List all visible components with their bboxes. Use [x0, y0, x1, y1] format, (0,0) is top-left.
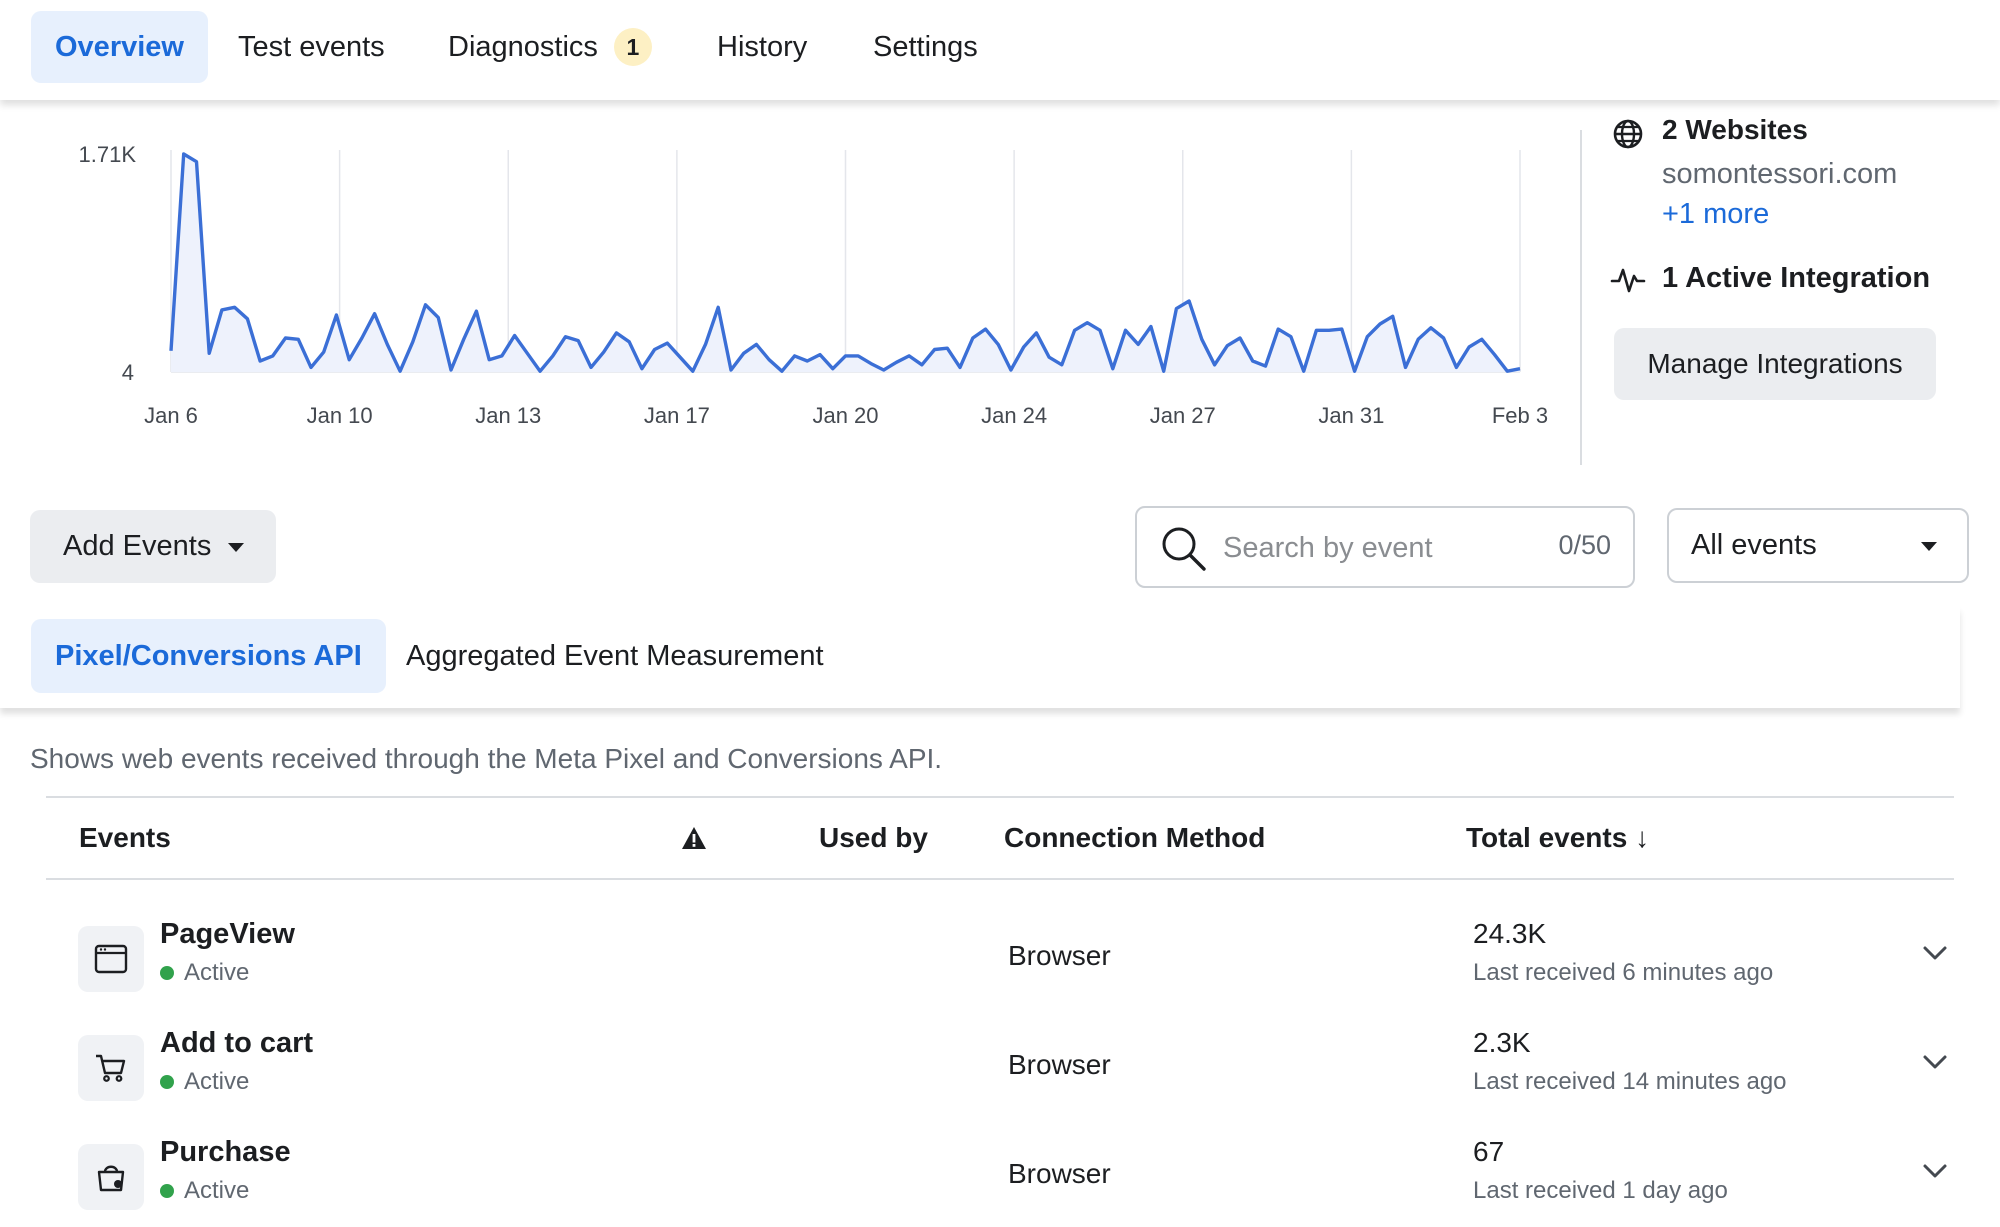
tab-pixel-conversions-api[interactable]: Pixel/Conversions API — [31, 619, 386, 693]
browser-window-icon — [78, 926, 144, 992]
websites-count: 2 Websites — [1662, 114, 1808, 145]
x-tick-label: Jan 27 — [1150, 403, 1216, 428]
table-top-border — [46, 796, 1954, 798]
status-label: Active — [184, 959, 250, 986]
table-header-border — [46, 878, 1954, 880]
top-tab-bar: Overview Test events Diagnostics 1 Histo… — [0, 0, 2000, 100]
status-dot — [160, 1075, 174, 1089]
shopping-bag-icon — [78, 1144, 144, 1210]
sort-descending-icon: ↓ — [1635, 822, 1650, 853]
search-input[interactable] — [1223, 526, 1523, 570]
x-tick-label: Jan 31 — [1318, 403, 1384, 428]
last-received: Last received 1 day ago — [1473, 1177, 1728, 1204]
connection-method: Browser — [1008, 940, 1111, 971]
event-name: Purchase — [160, 1136, 291, 1168]
caret-down-icon — [1921, 542, 1937, 551]
add-events-label: Add Events — [63, 530, 212, 562]
x-tick-label: Jan 17 — [644, 403, 710, 428]
total-events-value: 67 — [1473, 1136, 1505, 1167]
status-dot — [160, 1184, 174, 1198]
x-tick-label: Jan 10 — [307, 403, 373, 428]
event-status: Active — [160, 959, 249, 987]
globe-icon — [1613, 119, 1643, 149]
column-header-connection-method[interactable]: Connection Method — [1004, 822, 1266, 853]
chart-svg: Jan 6 Jan 10 Jan 13 Jan 17 Jan 20 Jan 24 Jan 2… — [79, 142, 1549, 428]
events-line-chart: Jan 6 Jan 10 Jan 13 Jan 17 Jan 20 Jan 24 Jan 2… — [40, 120, 1580, 450]
event-status: Active — [160, 1068, 249, 1096]
more-websites-link[interactable]: +1 more — [1662, 198, 1770, 230]
x-tick-label: Jan 24 — [981, 403, 1047, 428]
manage-integrations-button[interactable]: Manage Integrations — [1614, 328, 1936, 400]
tab-label: Aggregated Event Measurement — [406, 639, 824, 672]
connection-method: Browser — [1008, 1158, 1111, 1189]
chevron-down-icon[interactable] — [1922, 1053, 1948, 1071]
column-header-events[interactable]: Events — [79, 822, 171, 853]
tab-history[interactable]: History — [693, 11, 831, 83]
chart-series-line — [169, 152, 1521, 373]
table-row[interactable]: PageView Active Browser 24.3K Last recei… — [0, 914, 2000, 1022]
chevron-down-icon[interactable] — [1922, 944, 1948, 962]
event-filter-select[interactable]: All events — [1667, 508, 1969, 583]
chart-area-fill — [171, 154, 1520, 372]
x-tick-label: Feb 3 — [1492, 403, 1548, 428]
vertical-divider — [1580, 130, 1582, 465]
add-events-dropdown[interactable]: Add Events — [30, 510, 276, 583]
last-received: Last received 14 minutes ago — [1473, 1068, 1787, 1095]
total-events-value: 24.3K — [1473, 918, 1547, 949]
connection-method: Browser — [1008, 1049, 1111, 1080]
status-label: Active — [184, 1068, 250, 1095]
tab-label: Pixel/Conversions API — [55, 639, 362, 672]
sub-tab-bar: Pixel/Conversions API Aggregated Event M… — [0, 606, 1960, 708]
tab-label: Settings — [873, 30, 978, 63]
chevron-down-icon[interactable] — [1922, 1162, 1948, 1180]
search-icon — [1162, 527, 1206, 571]
table-row[interactable]: Add to cart Active Browser 2.3K Last rec… — [0, 1023, 2000, 1131]
caret-down-icon — [228, 543, 244, 552]
total-events-label: Total events — [1466, 822, 1628, 853]
cart-icon — [78, 1035, 144, 1101]
table-row[interactable]: Purchase Active Browser 67 Last received… — [0, 1132, 2000, 1227]
status-dot — [160, 966, 174, 980]
pulse-icon — [1610, 268, 1646, 293]
event-name: Add to cart — [160, 1027, 314, 1059]
search-character-count: 0/50 — [1558, 530, 1611, 560]
tab-diagnostics[interactable]: Diagnostics 1 — [424, 11, 676, 83]
event-search-box[interactable]: 0/50 — [1135, 506, 1635, 588]
total-events-value: 2.3K — [1473, 1027, 1531, 1058]
website-domain: somontessori.com — [1662, 158, 1898, 190]
y-tick-label: 4 — [122, 360, 134, 385]
filter-selected-value: All events — [1691, 529, 1817, 561]
tab-label: Overview — [55, 30, 184, 63]
y-tick-label: 1.71K — [79, 142, 137, 167]
x-tick-label: Jan 6 — [144, 403, 198, 428]
status-label: Active — [184, 1177, 250, 1204]
tab-label: Diagnostics — [448, 30, 598, 63]
tab-settings[interactable]: Settings — [849, 11, 1002, 83]
diagnostics-count-badge: 1 — [613, 28, 652, 66]
column-header-total-events[interactable]: Total events ↓ — [1466, 822, 1649, 854]
tab-aggregated-event-measurement[interactable]: Aggregated Event Measurement — [382, 619, 848, 693]
warning-icon — [682, 827, 706, 849]
last-received: Last received 6 minutes ago — [1473, 959, 1774, 986]
event-status: Active — [160, 1177, 249, 1205]
active-integration-count: 1 Active Integration — [1662, 262, 1931, 294]
x-tick-label: Jan 20 — [812, 403, 878, 428]
tab-overview[interactable]: Overview — [31, 11, 208, 83]
button-label: Manage Integrations — [1647, 348, 1903, 379]
event-name: PageView — [160, 918, 295, 950]
tab-label: Test events — [238, 30, 385, 63]
x-tick-label: Jan 13 — [475, 403, 541, 428]
tab-test-events[interactable]: Test events — [214, 11, 409, 83]
column-header-used-by[interactable]: Used by — [819, 822, 928, 853]
section-description: Shows web events received through the Me… — [30, 743, 943, 774]
tab-label: History — [717, 30, 808, 63]
